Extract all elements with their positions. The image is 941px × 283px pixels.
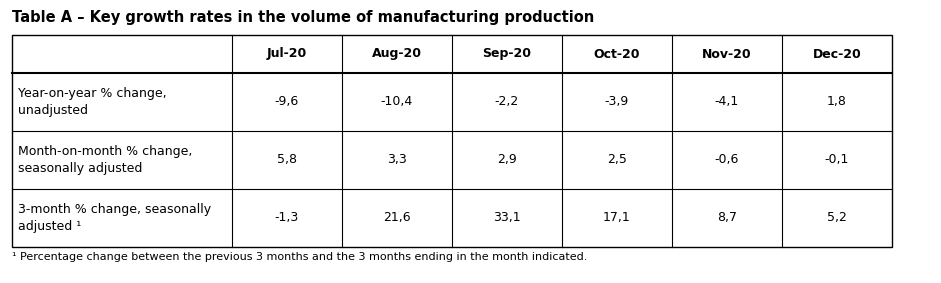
Text: -10,4: -10,4 (381, 95, 413, 108)
Text: 5,8: 5,8 (277, 153, 297, 166)
Text: Year-on-year % change,
unadjusted: Year-on-year % change, unadjusted (18, 87, 167, 117)
Text: 1,8: 1,8 (827, 95, 847, 108)
Text: -2,2: -2,2 (495, 95, 519, 108)
Text: Dec-20: Dec-20 (813, 48, 861, 61)
Text: -0,1: -0,1 (825, 153, 849, 166)
Text: -0,6: -0,6 (715, 153, 740, 166)
Text: 8,7: 8,7 (717, 211, 737, 224)
Text: ¹ Percentage change between the previous 3 months and the 3 months ending in the: ¹ Percentage change between the previous… (12, 252, 587, 262)
Text: 21,6: 21,6 (383, 211, 411, 224)
Text: -1,3: -1,3 (275, 211, 299, 224)
Text: -3,9: -3,9 (605, 95, 630, 108)
Text: -4,1: -4,1 (715, 95, 739, 108)
Text: 17,1: 17,1 (603, 211, 630, 224)
Text: Jul-20: Jul-20 (267, 48, 307, 61)
Text: 3-month % change, seasonally
adjusted ¹: 3-month % change, seasonally adjusted ¹ (18, 203, 211, 233)
Text: 2,5: 2,5 (607, 153, 627, 166)
Text: Month-on-month % change,
seasonally adjusted: Month-on-month % change, seasonally adju… (18, 145, 192, 175)
Text: -9,6: -9,6 (275, 95, 299, 108)
Text: 5,2: 5,2 (827, 211, 847, 224)
Text: Table A – Key growth rates in the volume of manufacturing production: Table A – Key growth rates in the volume… (12, 10, 595, 25)
Text: 3,3: 3,3 (387, 153, 407, 166)
Text: 33,1: 33,1 (493, 211, 520, 224)
Text: Sep-20: Sep-20 (483, 48, 532, 61)
Bar (12, 35, 892, 247)
Text: Aug-20: Aug-20 (372, 48, 422, 61)
Text: 2,9: 2,9 (497, 153, 517, 166)
Text: Oct-20: Oct-20 (594, 48, 640, 61)
Text: Nov-20: Nov-20 (702, 48, 752, 61)
